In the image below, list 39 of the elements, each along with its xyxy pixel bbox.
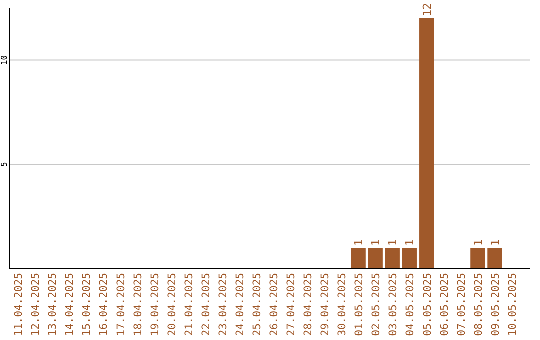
x-tick-label: 09.05.2025 [490,273,502,336]
y-tick-label: 5 [0,162,9,168]
x-tick-label: 07.05.2025 [456,273,468,336]
x-tick-label: 10.05.2025 [506,273,519,336]
data-label: 1 [370,239,383,246]
data-label: 12 [420,3,434,16]
x-tick-label: 21.04.2025 [183,273,196,336]
data-label: 1 [404,239,417,246]
x-tick-label: 29.04.2025 [320,273,332,336]
data-label: 1 [488,239,502,246]
x-tick-label: 24.04.2025 [234,273,246,336]
x-tick-label: 17.04.2025 [115,273,128,336]
x-tick-label: 28.04.2025 [302,273,315,336]
x-tick-label: 11.04.2025 [13,273,26,336]
x-tick-label: 25.04.2025 [251,273,264,336]
x-tick-label: 06.05.2025 [438,273,451,336]
x-tick-label: 12.04.2025 [30,273,42,336]
x-tick-label: 30.04.2025 [336,273,349,336]
x-tick-label: 08.05.2025 [472,273,485,336]
x-tick-label: 27.04.2025 [286,273,298,336]
x-tick-label: 03.05.2025 [388,273,400,336]
data-label: 1 [352,239,366,246]
data-label: 1 [472,239,485,246]
x-tick-label: 02.05.2025 [370,273,383,336]
x-tick-label: 14.04.2025 [64,273,76,336]
x-tick-label: 22.04.2025 [200,273,212,336]
x-tick-label: 04.05.2025 [404,273,417,336]
x-tick-label: 19.04.2025 [149,273,162,336]
x-tick-label: 26.04.2025 [268,273,281,336]
x-tick-label: 15.04.2025 [81,273,94,336]
x-tick-label: 05.05.2025 [422,273,434,336]
y-tick-label: 10 [0,55,9,66]
x-tick-label: 20.04.2025 [166,273,178,336]
x-tick-label: 16.04.2025 [98,273,110,336]
x-tick-label: 01.05.2025 [354,273,366,336]
x-tick-label: 18.04.2025 [132,273,144,336]
x-tick-label: 13.04.2025 [47,273,60,336]
x-tick-label: 23.04.2025 [217,273,230,336]
data-label: 1 [386,239,400,246]
